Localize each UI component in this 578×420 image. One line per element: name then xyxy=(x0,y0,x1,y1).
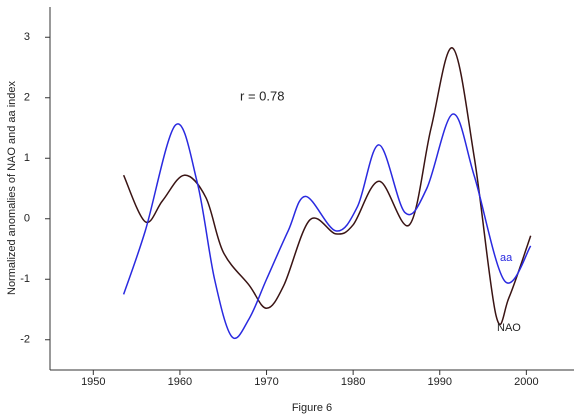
x-tick-label: 2000 xyxy=(514,376,538,388)
y-tick-label: -2 xyxy=(20,334,30,346)
x-tick-label: 1990 xyxy=(428,376,452,388)
line xyxy=(122,47,532,325)
y-tick-label: 3 xyxy=(24,31,30,43)
y-tick-label: -1 xyxy=(20,273,30,285)
x-tick-label: 1960 xyxy=(168,376,192,388)
x-tick-label: 1970 xyxy=(254,376,278,388)
series-label: aa xyxy=(500,252,513,264)
y-tick-label: 0 xyxy=(24,213,30,225)
x-tick-label: 1980 xyxy=(341,376,365,388)
y-axis-label: Normalized anomalies of NAO and aa index xyxy=(6,81,18,296)
line xyxy=(122,113,532,339)
series-label: NAO xyxy=(497,322,521,334)
y-tick-label: 1 xyxy=(24,152,30,164)
x-axis-label: Figure 6 xyxy=(292,402,332,414)
x-tick-label: 1950 xyxy=(81,376,105,388)
annotation: r = 0.78 xyxy=(240,88,284,103)
y-tick-label: 2 xyxy=(24,92,30,104)
